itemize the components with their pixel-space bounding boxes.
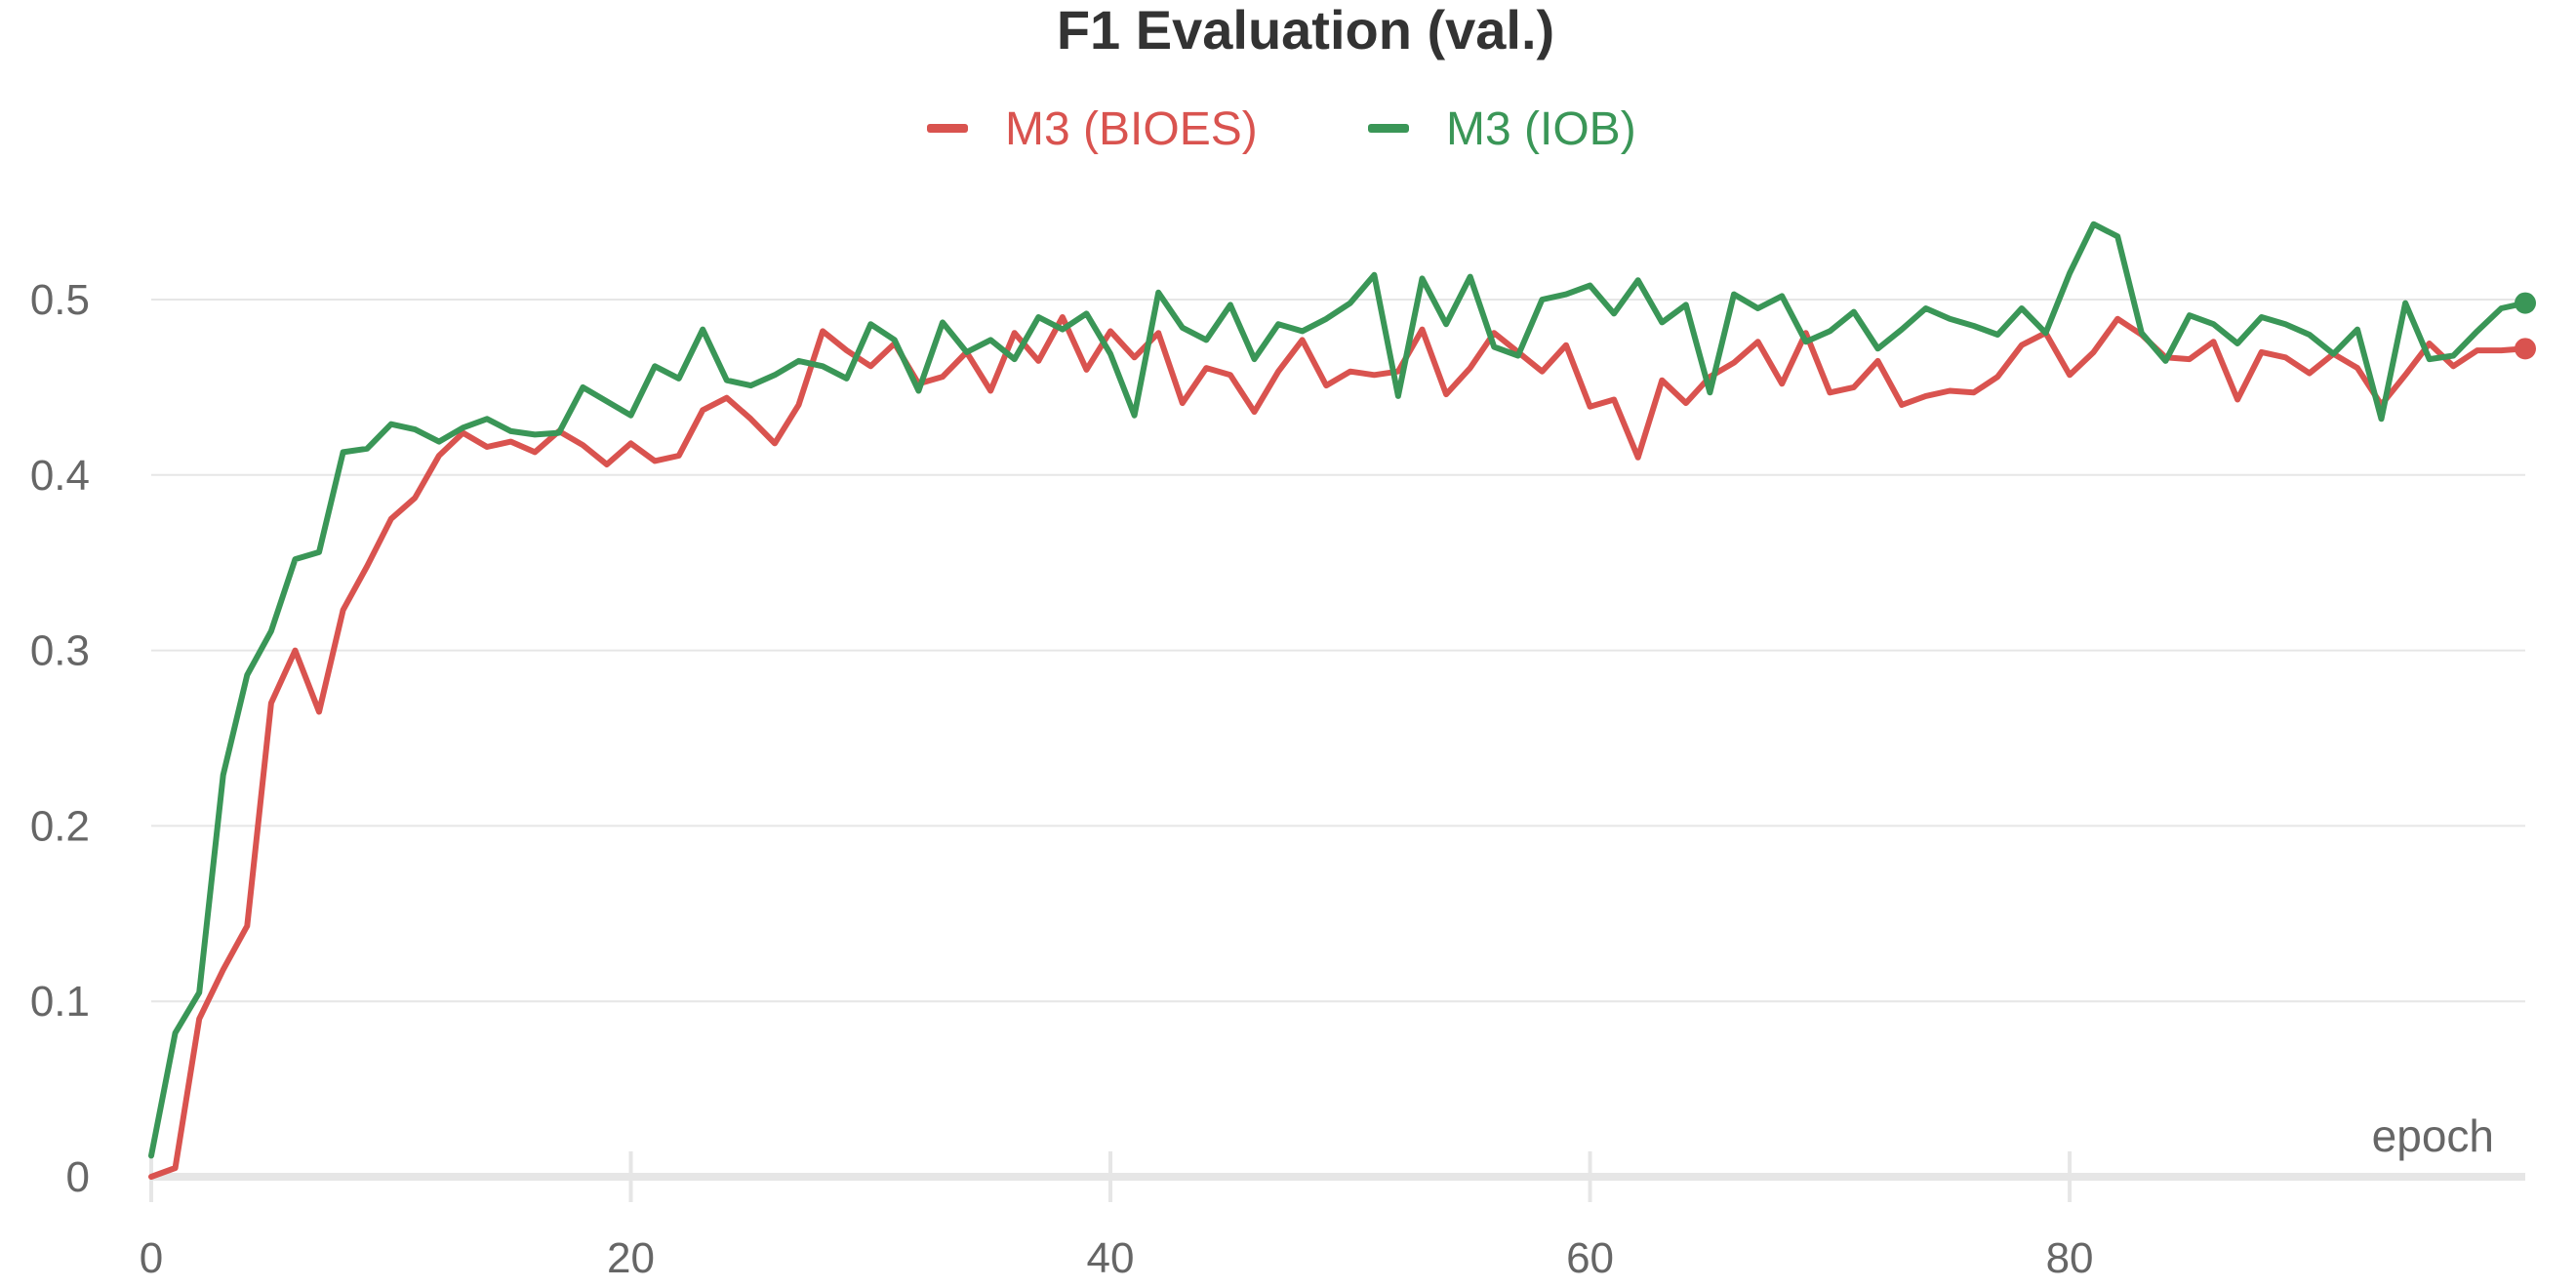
legend-item-bioes[interactable]: M3 (BIOES) — [927, 103, 1258, 155]
x-tick-label: 0 — [140, 1234, 163, 1282]
legend-item-iob[interactable]: M3 (IOB) — [1368, 103, 1636, 155]
x-tick-label: 40 — [1087, 1234, 1135, 1282]
x-axis: 0 20 40 60 80 — [140, 1151, 2094, 1282]
series-line-bioes — [148, 314, 2528, 1180]
legend-label-iob: M3 (IOB) — [1446, 103, 1636, 155]
y-tick-label: 0.3 — [30, 627, 90, 675]
series-end-point-iob[interactable] — [2515, 292, 2536, 314]
x-axis-title: epoch — [2372, 1110, 2494, 1161]
x-tick-label: 60 — [1566, 1234, 1614, 1282]
y-tick-label: 0.1 — [30, 978, 90, 1026]
series-end-point-bioes[interactable] — [2515, 338, 2536, 360]
grid-layer — [151, 299, 2525, 1003]
legend[interactable]: M3 (BIOES) M3 (IOB) — [927, 103, 1636, 155]
x-tick-label: 80 — [2046, 1234, 2094, 1282]
y-tick-label: 0.2 — [30, 802, 90, 850]
y-axis: 0 0.1 0.2 0.3 0.4 0.5 — [30, 276, 90, 1201]
legend-label-bioes: M3 (BIOES) — [1005, 103, 1258, 155]
legend-swatch-iob — [1368, 124, 1409, 133]
series-line-iob — [148, 221, 2528, 1159]
x-tick-label: 20 — [607, 1234, 655, 1282]
y-tick-label: 0.5 — [30, 276, 90, 324]
chart-title: F1 Evaluation (val.) — [1057, 0, 1554, 60]
y-tick-label: 0.4 — [30, 452, 90, 500]
legend-swatch-bioes — [927, 124, 968, 133]
series-layer — [148, 221, 2536, 1180]
y-tick-label: 0 — [66, 1153, 90, 1201]
